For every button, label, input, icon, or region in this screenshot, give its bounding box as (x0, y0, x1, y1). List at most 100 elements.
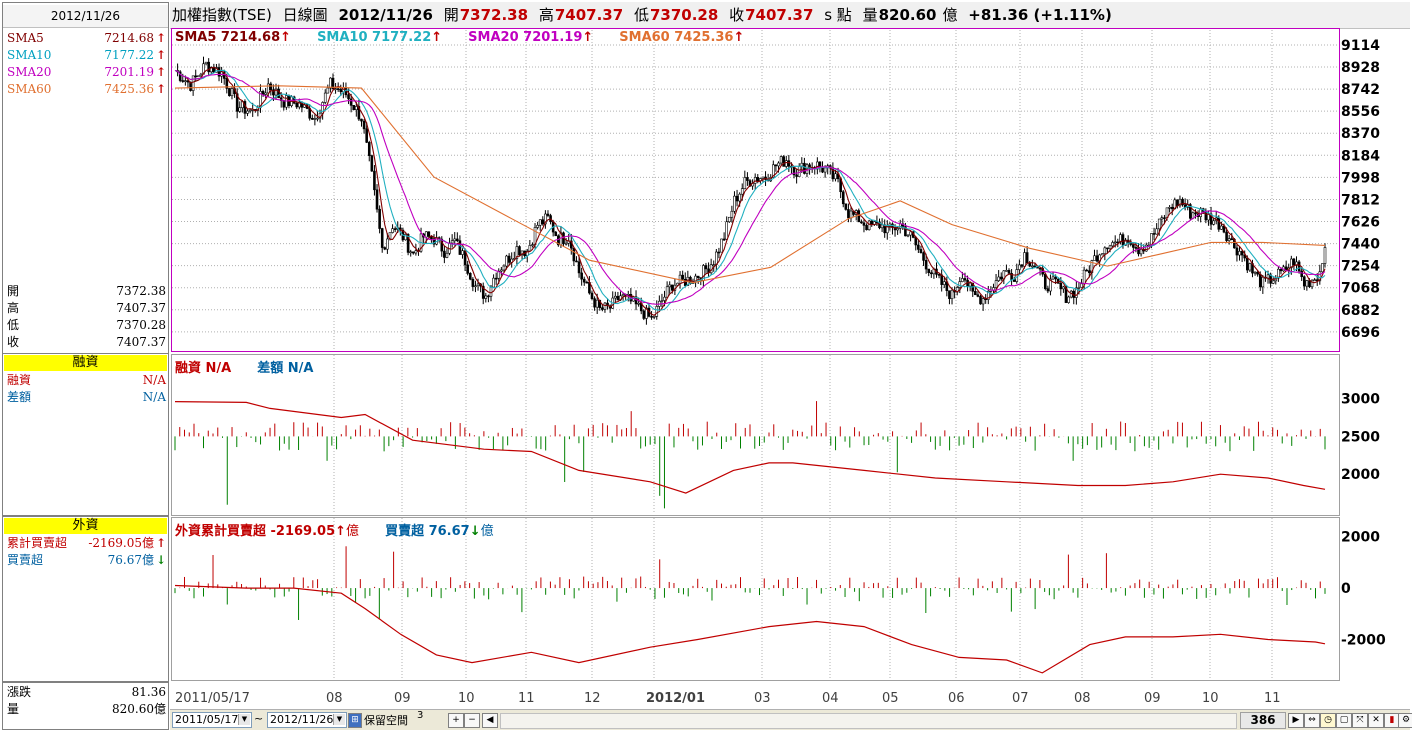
legend-text: SMA20 7201.19 (468, 30, 583, 45)
x-tick-label: 09 (1144, 691, 1161, 706)
reserve-space-value[interactable]: 3 (417, 710, 424, 721)
candle-body (590, 292, 594, 299)
y-tick-label: 3000 (1341, 392, 1380, 408)
margin-title: 融資 (4, 355, 167, 371)
end-date-select[interactable]: 2012/11/26 ▼ (267, 712, 347, 728)
start-date-select[interactable]: 2011/05/17 ▼ (172, 712, 252, 728)
candle-body (968, 282, 972, 287)
margin-balance-line (174, 401, 1326, 494)
candle-body (500, 269, 503, 272)
candle-body (930, 272, 933, 275)
candle-body (378, 208, 381, 229)
candle-body (823, 167, 827, 173)
candle-body (1025, 252, 1029, 264)
candle-body (1297, 261, 1301, 272)
zoom-in-icon[interactable]: + (448, 713, 464, 728)
candle-body (248, 109, 252, 112)
candle-body (779, 156, 783, 164)
candle-body (867, 220, 871, 231)
y-tick-label: 2000 (1341, 467, 1380, 483)
candle-body (1007, 270, 1011, 274)
candle-body (670, 284, 674, 291)
candle-body (313, 118, 317, 120)
restore-icon[interactable]: ▢ (1336, 713, 1352, 728)
range-tilde: ~ (254, 712, 264, 725)
candle-body (860, 221, 863, 224)
candle-body (963, 278, 967, 281)
candle-body (445, 252, 449, 258)
sma-line (174, 69, 1326, 305)
candle-body (1043, 273, 1047, 289)
ohlc-label: 高 (7, 301, 20, 315)
candle-body (1240, 251, 1244, 256)
low-value: 7370.28 (649, 6, 719, 24)
margin-row: 差額 N/A (7, 389, 166, 406)
candle-body (1230, 238, 1234, 240)
candle-body (637, 302, 640, 305)
candle-body (909, 231, 912, 236)
candle-body (393, 228, 397, 230)
candle-body (1157, 218, 1161, 230)
chevron-down-icon: ▼ (238, 714, 250, 725)
candle-body (261, 91, 265, 95)
candle-body (367, 142, 371, 156)
close-value: 7407.37 (745, 6, 814, 24)
foreign-label: 買賣超 (7, 553, 44, 567)
candle-body (575, 260, 578, 263)
reserve-space-icon[interactable]: ⊞ (348, 713, 362, 728)
ohlc-row: 收 7407.37 (7, 334, 166, 351)
sma-label: SMA5 (7, 31, 44, 45)
candle-body (660, 300, 664, 302)
candle-body (893, 227, 897, 231)
candle-body (958, 281, 962, 288)
zoom-out-icon[interactable]: − (464, 713, 480, 728)
candle-body (1020, 264, 1024, 267)
candle-body (603, 302, 607, 310)
sma-value: 7177.22 (104, 48, 154, 62)
candle-body (722, 238, 726, 241)
y-tick-label: 7440 (1341, 237, 1380, 253)
foreign-plot-frame (171, 517, 1340, 681)
candle-body (266, 83, 270, 94)
crosshair-icon[interactable]: ✕ (1368, 713, 1384, 728)
candle-body (961, 278, 964, 282)
volume-unit: 億 (942, 6, 958, 24)
candle-body (580, 272, 583, 280)
sma-row: ↑ SMA5 7214.68 (7, 30, 166, 47)
y-tick-label: -2000 (1341, 632, 1386, 648)
settings-icon[interactable]: ⚙ (1398, 713, 1412, 728)
candle-body (541, 219, 545, 225)
x-tick-label: 2011/05/17 (175, 691, 250, 706)
candle-body (997, 276, 1000, 281)
candle-body (917, 244, 920, 250)
horizontal-scrollbar[interactable] (500, 713, 1237, 729)
margin-label: 差額 (7, 390, 32, 404)
bar-count-value: 386 (1250, 713, 1276, 727)
bar-count-field[interactable]: 386 (1240, 712, 1286, 729)
candle-body (1300, 270, 1303, 278)
x-tick-label: 04 (822, 691, 839, 706)
arrow-up-icon: ↑ (582, 30, 594, 45)
candle-body (468, 273, 472, 280)
foreign-row: ↑ 累計買賣超 -2169.05億 (7, 535, 166, 552)
candle-body (518, 246, 521, 256)
scroll-left-icon[interactable]: ◀ (482, 713, 498, 728)
candle-body (1059, 283, 1063, 290)
legend-text: 融資 N/A (175, 361, 232, 376)
expand-icon[interactable]: ⇔ (1304, 713, 1320, 728)
candle-body (544, 213, 547, 225)
candle-body (1323, 247, 1327, 264)
candle-body (1134, 247, 1138, 249)
candle-body (409, 251, 412, 254)
scroll-right-icon[interactable]: ▶ (1288, 713, 1304, 728)
clock-icon[interactable]: ◷ (1320, 713, 1336, 728)
quote-header: 加權指數(TSE) 日線圖 2012/11/26 開7372.38 高7407.… (170, 2, 1410, 29)
y-tick-label: 7812 (1341, 192, 1380, 208)
candle-body (1108, 245, 1112, 250)
candle-body (481, 285, 485, 299)
candle-body (1235, 247, 1239, 256)
fit-icon[interactable]: ⤧ (1352, 713, 1368, 728)
margin-legend: 融資 N/A 差額 N/A (175, 357, 339, 376)
candle-body (326, 87, 330, 94)
margin-value: N/A (142, 373, 166, 387)
